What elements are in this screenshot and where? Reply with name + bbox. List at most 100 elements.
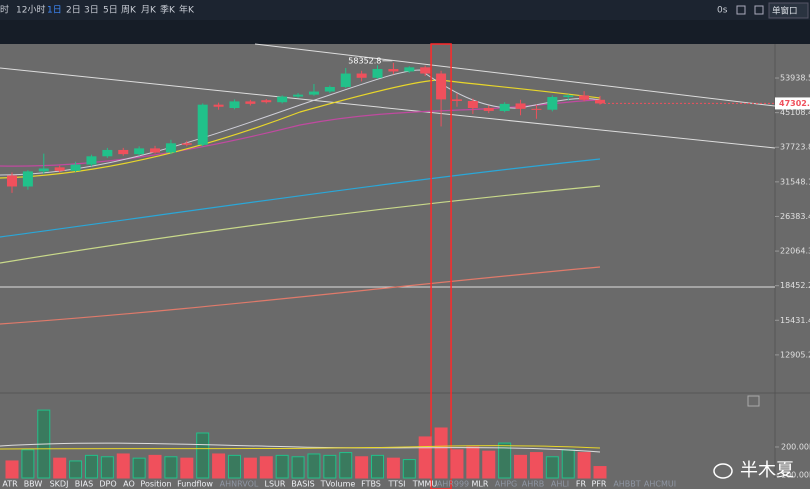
volume-bar bbox=[180, 457, 194, 479]
volume-bar bbox=[116, 453, 130, 479]
indicator-tab[interactable]: BBW bbox=[24, 480, 43, 489]
indicator-tab[interactable]: AHCMUI bbox=[644, 480, 676, 489]
candle-body bbox=[388, 69, 399, 72]
candle-body bbox=[436, 73, 447, 100]
interval-tab[interactable]: 月K bbox=[141, 5, 157, 16]
candle-body bbox=[38, 168, 49, 172]
candle-body bbox=[261, 100, 272, 103]
volume-bar bbox=[514, 454, 528, 479]
toolbar-icon[interactable] bbox=[736, 5, 746, 15]
volume-bar bbox=[69, 460, 83, 479]
interval-tab[interactable]: 年K bbox=[179, 4, 195, 16]
indicator-tab[interactable]: AHRB bbox=[522, 480, 545, 489]
volume-bar bbox=[402, 459, 416, 479]
indicator-tab[interactable]: AHR999 bbox=[437, 480, 469, 489]
indicator-tab[interactable]: FR bbox=[576, 480, 587, 489]
candle-body bbox=[356, 73, 367, 78]
indicator-tab[interactable]: AHNRVOL bbox=[220, 480, 259, 489]
candle-body bbox=[134, 148, 145, 155]
volume-ma bbox=[0, 442, 601, 453]
indicator-tab[interactable]: BIAS bbox=[75, 480, 93, 489]
y-tick-label: 53938.56 bbox=[780, 74, 810, 83]
pane-icon[interactable] bbox=[747, 395, 760, 407]
interval-tab[interactable]: 1日 bbox=[47, 5, 62, 16]
indicator-tab[interactable]: Position bbox=[140, 480, 171, 489]
chart-bg bbox=[0, 44, 810, 489]
candle-body bbox=[531, 108, 542, 110]
trend-line bbox=[0, 67, 776, 149]
volume-bar bbox=[259, 456, 273, 479]
candle-body bbox=[467, 101, 478, 108]
candle-body bbox=[324, 86, 335, 92]
max-price-label: 58352.8 bbox=[348, 56, 381, 65]
volume-bar bbox=[371, 454, 385, 479]
indicator-tab[interactable]: LSUR bbox=[265, 480, 286, 489]
volume-bar bbox=[434, 427, 448, 479]
volume-bar bbox=[243, 457, 257, 479]
volume-bar bbox=[323, 454, 337, 479]
volume-bar bbox=[561, 449, 575, 479]
candle-body bbox=[197, 104, 208, 145]
indicator-tab[interactable]: Fundflow bbox=[177, 480, 213, 489]
candle-body bbox=[515, 103, 526, 109]
candle-body bbox=[499, 103, 510, 111]
indicator-tab[interactable]: FTBS bbox=[361, 480, 381, 489]
y-tick-label: 26383.49 bbox=[780, 212, 810, 221]
indicator-tab[interactable]: AHPG bbox=[495, 480, 518, 489]
indicator-tab[interactable]: PFR bbox=[592, 480, 607, 489]
candle-body bbox=[308, 91, 319, 95]
candle-body bbox=[277, 96, 288, 103]
candle-body bbox=[451, 99, 462, 102]
window-button[interactable] bbox=[768, 2, 809, 19]
volume-bar bbox=[164, 456, 178, 479]
toolbar-bg bbox=[0, 0, 810, 20]
indicator-tab[interactable]: BASIS bbox=[291, 480, 314, 489]
indicator-tab[interactable]: MLR bbox=[472, 480, 489, 489]
candle-body bbox=[150, 148, 161, 153]
toolbar-icon[interactable] bbox=[754, 5, 764, 15]
interval-tab[interactable]: 5日 bbox=[103, 5, 118, 16]
candle-body bbox=[595, 99, 605, 104]
watermark-text: 半木夏 bbox=[740, 460, 794, 481]
candle-body bbox=[102, 149, 113, 157]
y-tick-label: 31548.16 bbox=[780, 177, 810, 186]
candle-body bbox=[483, 107, 494, 111]
volume-bar bbox=[418, 436, 432, 479]
y-tick-label: 45108.41 bbox=[780, 108, 810, 117]
window-label[interactable]: 单窗口 bbox=[772, 6, 798, 17]
indicator-tab[interactable]: SKDJ bbox=[50, 480, 69, 489]
indicator-tab[interactable]: AHLI bbox=[551, 480, 569, 489]
ma-line bbox=[0, 79, 601, 179]
volume-bar bbox=[593, 466, 607, 479]
interval-tab[interactable]: 时 bbox=[0, 4, 9, 16]
interval-tab[interactable]: 12小时 bbox=[16, 4, 45, 16]
indicator-tab[interactable]: DPO bbox=[99, 480, 116, 489]
y-tick-label: 12905.21 bbox=[780, 350, 810, 359]
interval-tab[interactable]: 季K bbox=[160, 4, 176, 16]
candle-body bbox=[547, 97, 558, 110]
indicator-tab[interactable]: ATR bbox=[2, 480, 18, 489]
ma-line bbox=[0, 158, 601, 238]
candle-body bbox=[70, 164, 81, 171]
last-price-label: 47302.88 bbox=[779, 99, 810, 108]
indicator-tab[interactable]: TMMU bbox=[412, 480, 438, 489]
candle-body bbox=[229, 101, 240, 108]
candle-body bbox=[181, 143, 192, 145]
interval-tab[interactable]: 周K bbox=[121, 5, 137, 16]
indicator-tab[interactable]: TTSI bbox=[387, 480, 405, 489]
indicator-tab[interactable]: AO bbox=[123, 480, 135, 489]
volume-bar bbox=[53, 457, 67, 479]
candle-body bbox=[213, 104, 224, 107]
volume-bar bbox=[132, 457, 146, 479]
volume-bar bbox=[482, 450, 496, 479]
volume-bar bbox=[84, 454, 98, 479]
indicator-tab[interactable]: TVolume bbox=[320, 480, 356, 489]
volume-bar bbox=[5, 460, 19, 479]
volume-bar bbox=[212, 453, 226, 479]
y-tick-label: 15431.46 bbox=[780, 316, 810, 325]
volume-bar bbox=[339, 452, 353, 479]
volume-bar bbox=[291, 456, 305, 479]
interval-tab[interactable]: 2日 bbox=[66, 5, 81, 16]
interval-tab[interactable]: 3日 bbox=[84, 5, 99, 16]
indicator-tab[interactable]: AHBBT bbox=[613, 480, 640, 489]
